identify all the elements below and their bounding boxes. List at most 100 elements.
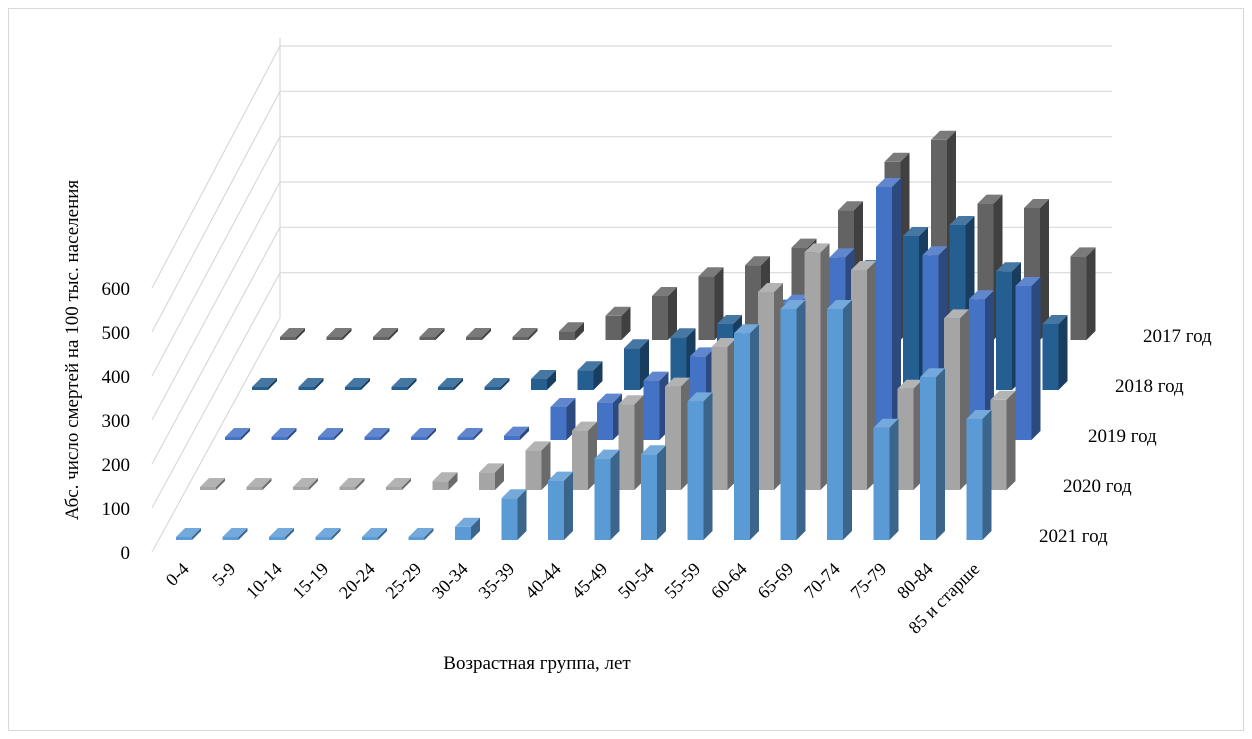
bar: [550, 398, 576, 440]
bar: [897, 379, 923, 490]
bar: [804, 243, 830, 490]
bar: [876, 178, 901, 440]
bar: [990, 390, 1016, 490]
bar: [758, 283, 783, 490]
chart-area: [8, 8, 1244, 731]
bar: [920, 368, 945, 540]
series-label: 2020 год: [1063, 476, 1132, 497]
gridline: [151, 136, 281, 377]
y-tick-label: 300: [102, 411, 131, 432]
bar: [364, 428, 390, 440]
bar: [222, 528, 248, 540]
bar: [339, 478, 365, 490]
bar: [624, 339, 649, 390]
bar: [271, 428, 297, 440]
bar: [525, 441, 551, 490]
x-axis-ticks: 0-4 5-9 10-14 15-19 20-24 25-29 30-34 35-39 40-4…: [162, 559, 984, 638]
floor-edge: [151, 317, 281, 553]
y-tick-label: 100: [102, 499, 131, 520]
y-tick-label: 400: [102, 367, 131, 388]
bar: [827, 300, 852, 540]
bar: [641, 445, 666, 540]
gridline: [151, 45, 281, 289]
bar: [345, 378, 370, 390]
bar: [597, 393, 622, 440]
bar: [559, 322, 584, 340]
bar: [479, 463, 504, 490]
bar: [246, 478, 272, 490]
series-label: 2017 год: [1143, 326, 1212, 347]
x-tick-label: 30-34: [428, 559, 472, 603]
y-axis-title: Абс. число смертей на 100 тыс. населения: [62, 180, 83, 521]
x-axis-title: Возрастная группа, лет: [443, 653, 631, 674]
bar: [318, 428, 343, 440]
bar: [873, 418, 899, 540]
x-tick-label: 5-9: [208, 559, 239, 590]
x-tick-label: 10-14: [242, 559, 286, 603]
bar: [457, 428, 483, 440]
bar: [269, 528, 294, 540]
bar: [969, 290, 994, 440]
bar: [252, 378, 277, 390]
gridline: [151, 91, 281, 333]
bar: [419, 328, 445, 340]
bar: [466, 328, 491, 340]
bar: [484, 378, 510, 390]
gridline: [151, 227, 281, 465]
y-tick-label: 500: [102, 323, 131, 344]
bar: [618, 395, 644, 490]
bar: [966, 410, 992, 540]
bar: [1070, 247, 1096, 340]
bar: [432, 472, 458, 490]
bar: [280, 328, 305, 340]
bar: [512, 328, 538, 340]
bar: [594, 449, 620, 540]
x-tick-label: 40-44: [521, 559, 565, 603]
bar: [326, 328, 352, 340]
x-tick-label: 45-49: [567, 559, 611, 603]
y-tick-label: 600: [102, 279, 131, 300]
x-tick-label: 80-84: [893, 559, 937, 603]
bar: [362, 528, 387, 540]
bar: [373, 328, 398, 340]
bar: [504, 426, 529, 440]
series-label: 2019 год: [1088, 426, 1157, 447]
x-tick-label: 65-69: [753, 559, 797, 603]
x-tick-label: 75-79: [846, 559, 890, 603]
bar: [531, 370, 556, 390]
bar: [548, 471, 573, 540]
bars: [176, 130, 1096, 540]
x-tick-label: 0-4: [162, 559, 193, 590]
bar: [455, 517, 480, 540]
y-axis-ticks: 0 100 200 300 400 500 600: [102, 279, 131, 564]
bar: [293, 478, 318, 490]
bar: [501, 489, 527, 540]
bar: [176, 528, 201, 540]
gridline: [151, 181, 281, 421]
bar: [315, 528, 341, 540]
x-tick-label: 50-54: [614, 559, 658, 603]
y-tick-label: 0: [121, 543, 131, 564]
bar: [572, 421, 597, 490]
bar: [1042, 315, 1068, 390]
y-tick-label: 200: [102, 455, 131, 476]
bar: [780, 300, 806, 540]
bar: [391, 378, 417, 390]
bar: [643, 371, 669, 440]
x-tick-label: 60-64: [707, 559, 751, 603]
bar: [652, 287, 677, 340]
bar: [851, 261, 876, 490]
bar: [408, 528, 434, 540]
bar: [411, 428, 436, 440]
bar: [298, 378, 324, 390]
series-labels: 2017 год 2018 год 2019 год 2020 год 2021 год: [1039, 326, 1212, 547]
x-tick-label: 15-19: [288, 559, 332, 603]
bar: [711, 338, 737, 490]
x-tick-label: 20-24: [335, 559, 379, 603]
bar: [687, 392, 713, 540]
series-label: 2018 год: [1115, 376, 1184, 397]
bar: [200, 478, 225, 490]
bar: [1015, 277, 1041, 440]
